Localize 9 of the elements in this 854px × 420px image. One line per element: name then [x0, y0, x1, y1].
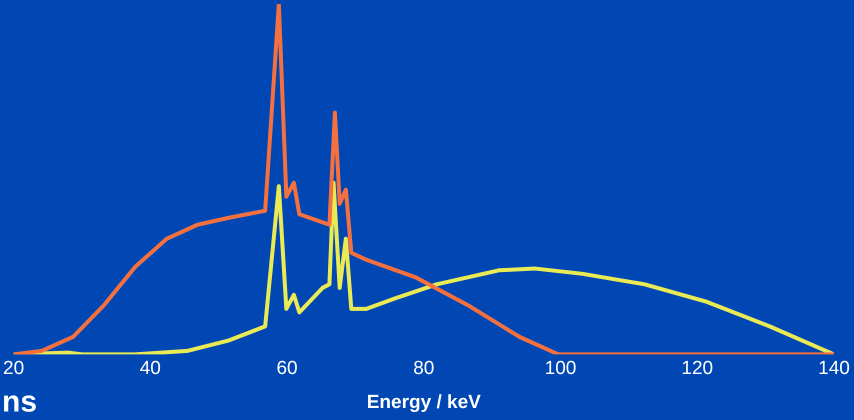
x-tick-label: 40 [140, 358, 161, 380]
text: ns [2, 385, 38, 418]
x-tick-label: 140 [818, 358, 850, 380]
x-tick-label: 120 [681, 358, 714, 380]
x-tick-label: 60 [276, 358, 298, 380]
x-tick-label: 80 [413, 358, 434, 380]
x-tick-label: 100 [544, 358, 576, 380]
x-axis-title: Energy / keV [366, 392, 482, 413]
x-tick-label: 20 [2, 358, 24, 380]
